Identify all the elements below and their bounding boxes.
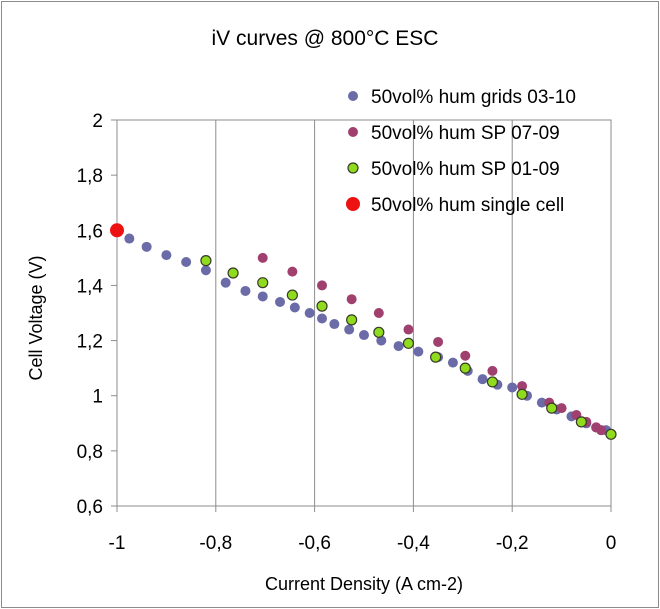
data-point xyxy=(556,403,567,414)
data-point xyxy=(200,265,211,276)
x-axis-label: Current Density (A cm-2) xyxy=(265,574,463,594)
data-point xyxy=(402,337,415,349)
y-axis-label: Cell Voltage (V) xyxy=(26,255,46,380)
data-point xyxy=(110,223,124,238)
data-point xyxy=(220,277,231,288)
data-point xyxy=(459,362,471,374)
legend-entry: 50vol% hum single cell xyxy=(346,195,564,216)
legend-label: 50vol% hum SP 01-09 xyxy=(371,159,560,180)
legend: 50vol% hum grids 03-10 50vol% hum SP 07-0… xyxy=(346,87,576,216)
data-point xyxy=(447,357,458,368)
data-point xyxy=(359,330,369,341)
data-point xyxy=(517,381,528,392)
data-point xyxy=(516,388,528,400)
y-tick-label: 1,2 xyxy=(77,332,103,353)
data-point xyxy=(227,267,239,279)
x-tick-label: -1 xyxy=(109,533,126,554)
legend-marker xyxy=(348,127,358,137)
data-point xyxy=(536,397,547,408)
data-point xyxy=(257,252,268,263)
chart-title: iV curves @ 800°C ESC xyxy=(212,27,439,50)
data-point xyxy=(487,365,498,376)
legend-entry: 50vol% hum grids 03-10 xyxy=(348,87,576,108)
data-point xyxy=(275,296,286,307)
data-points xyxy=(110,223,617,440)
data-point xyxy=(304,308,315,318)
x-tick-label: -0,4 xyxy=(397,533,430,554)
y-tick-label: 0,6 xyxy=(77,497,103,518)
data-point xyxy=(486,376,499,388)
data-point xyxy=(546,402,558,414)
series-3 xyxy=(110,223,124,238)
x-tick-label: -0,8 xyxy=(199,533,232,554)
data-point xyxy=(316,300,328,312)
legend-label: 50vol% hum SP 07-09 xyxy=(371,123,560,144)
data-point xyxy=(317,313,328,324)
legend-marker xyxy=(347,162,359,174)
data-point xyxy=(141,241,152,252)
data-point xyxy=(346,294,357,305)
data-point xyxy=(161,250,172,261)
data-point xyxy=(344,324,355,335)
data-point xyxy=(430,351,442,363)
y-tick-label: 1,6 xyxy=(77,221,103,242)
data-point xyxy=(286,289,298,301)
legend-label: 50vol% hum single cell xyxy=(371,195,564,216)
data-point xyxy=(477,374,488,385)
plot-area xyxy=(116,119,612,507)
data-point xyxy=(181,256,192,267)
y-tick-label: 2 xyxy=(92,111,103,132)
data-point xyxy=(200,255,212,267)
data-point xyxy=(124,233,135,244)
y-tick-label: 1,4 xyxy=(77,276,104,297)
data-point xyxy=(317,280,328,291)
legend-marker xyxy=(348,91,358,101)
y-tick-label: 1 xyxy=(92,387,103,408)
data-point xyxy=(287,266,298,277)
data-point xyxy=(403,324,414,335)
x-tick-label: -0,6 xyxy=(298,533,331,554)
x-tick-label: -0,2 xyxy=(496,533,529,554)
legend-entry: 50vol% hum SP 07-09 xyxy=(348,123,560,144)
legend-entry: 50vol% hum SP 01-09 xyxy=(347,159,560,180)
data-point xyxy=(596,425,607,436)
data-point xyxy=(346,314,358,326)
data-point xyxy=(289,302,300,313)
data-point xyxy=(460,350,471,361)
data-point xyxy=(376,335,387,346)
legend-label: 50vol% hum grids 03-10 xyxy=(371,87,576,108)
y-tick-label: 0,8 xyxy=(77,442,103,463)
x-tick-label: 0 xyxy=(606,533,617,554)
y-axis-ticks: 0,6 0,8 1 1,2 1,4 1,6 1,8 2 xyxy=(77,111,117,518)
data-point xyxy=(373,326,385,338)
data-point xyxy=(575,416,587,428)
data-point xyxy=(257,277,269,289)
x-axis-ticks: -1 -0,8 -0,6 -0,4 -0,2 0 xyxy=(109,506,617,554)
data-point xyxy=(373,308,384,318)
data-point xyxy=(240,285,251,296)
data-point xyxy=(413,346,424,357)
data-point xyxy=(393,341,404,352)
data-point xyxy=(329,319,340,330)
data-point xyxy=(507,382,518,393)
y-tick-label: 1,8 xyxy=(77,166,103,187)
legend-marker xyxy=(346,197,360,211)
data-point xyxy=(433,336,444,347)
series-2 xyxy=(200,255,617,440)
data-point xyxy=(257,291,268,302)
data-point xyxy=(605,428,617,440)
